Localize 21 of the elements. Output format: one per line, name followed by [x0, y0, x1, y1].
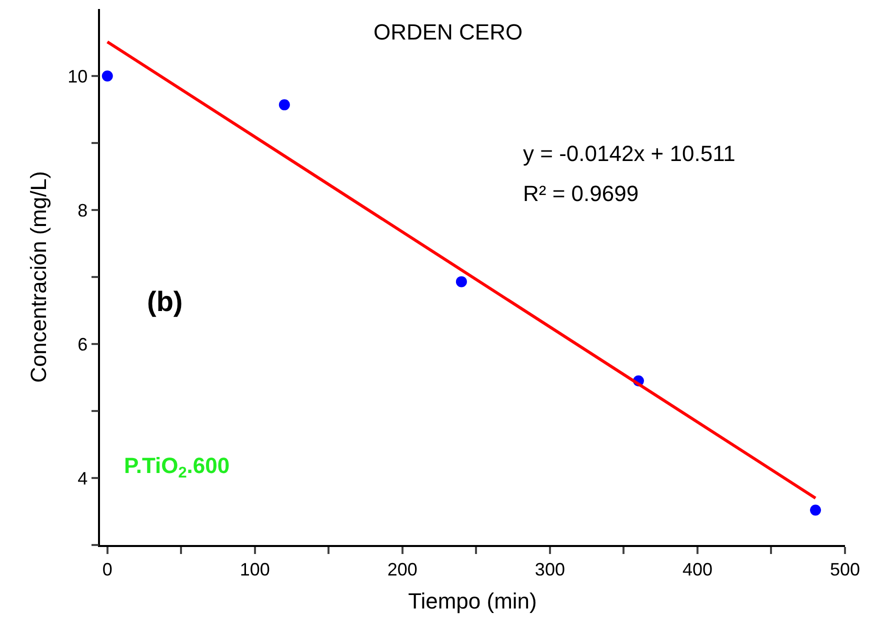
x-tick-label: 100 [240, 559, 270, 580]
y-tick-label: 8 [78, 200, 88, 220]
point [278, 99, 290, 110]
annotation: y = -0.0142x + 10.511 [523, 141, 736, 166]
x-tick-label: 400 [682, 559, 713, 580]
text: ORDEN CERO [373, 19, 523, 44]
y-tick-label: 4 [78, 468, 88, 488]
x-axis-title: Tiempo (min) [408, 588, 537, 614]
point [456, 276, 467, 288]
x-tick-label: 300 [534, 559, 565, 580]
annotation: R² = 0.9699 [523, 181, 639, 206]
point [810, 504, 821, 516]
point [102, 70, 113, 82]
annotation: P.TiO$_{2}$.600 [124, 453, 230, 482]
annotation: (b) [147, 286, 183, 317]
y-tick-label: 6 [78, 334, 88, 354]
x-tick-label: 200 [387, 559, 418, 580]
x-tick-label: 500 [830, 559, 860, 580]
y-tick-label: 10 [68, 66, 88, 86]
y-axis-title: Concentración (mg/L) [26, 171, 51, 383]
x-tick-label: 0 [102, 559, 112, 580]
